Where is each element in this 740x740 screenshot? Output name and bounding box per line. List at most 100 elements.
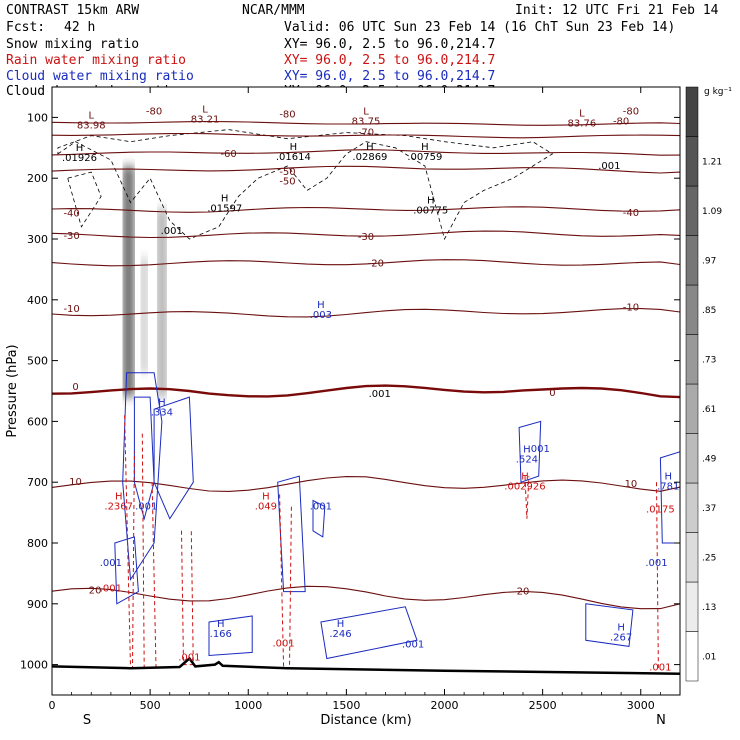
cloud-water-contour-5 xyxy=(312,499,326,538)
colorbar-swatch-4 xyxy=(685,433,699,484)
isotherm-label-20: 20 xyxy=(517,587,530,598)
x-tick-label-2: 1000 xyxy=(234,699,262,712)
extremum-value-8: .01597 xyxy=(207,204,242,215)
y-tick-label-1: 200 xyxy=(27,172,48,185)
y-tick-label-0: 100 xyxy=(27,111,48,124)
isotherm-label-2: -80 xyxy=(623,106,639,117)
y-tick-label-5: 600 xyxy=(27,415,48,428)
colorbar-level-10: 1.21 xyxy=(702,157,722,167)
value-label-3: .001 xyxy=(528,444,550,455)
contour-labels: -80 -80 -80-80-70-60-50-50-40 -40-30 -30-20-… xyxy=(62,104,679,673)
colorbar-swatch-9 xyxy=(685,185,699,236)
y-tick-label-3: 400 xyxy=(27,294,48,307)
y-axis-label: Pressure (hPa) xyxy=(5,344,20,437)
extremum-value-2: 83.75 xyxy=(352,117,381,128)
isotherm--40 xyxy=(51,206,681,213)
isotherm-label-19: 20 xyxy=(89,585,102,596)
cloud-water-contour-1 xyxy=(133,396,155,521)
isotherm-label-12: -20 xyxy=(368,258,384,269)
colorbar-level-2: .25 xyxy=(702,553,716,563)
colorbar-swatch-2 xyxy=(685,532,699,583)
colorbar-swatch-8 xyxy=(685,235,699,286)
colorbar-level-8: .97 xyxy=(702,256,716,266)
y-tick-label-8: 900 xyxy=(27,598,48,611)
colorbar-level-6: .73 xyxy=(702,355,716,365)
isotherm-label-17: 10 xyxy=(69,477,82,488)
colorbar-level-9: 1.09 xyxy=(702,207,722,217)
x-tick-label-1: 500 xyxy=(140,699,161,712)
cloud-water-contour-9 xyxy=(585,603,634,647)
extremum-value-12: .524 xyxy=(516,455,538,466)
colorbar: .01 .13 .25 .37 .49 .61 .73 .85 .97 1.09 1.21 xyxy=(685,86,722,682)
isotherm-label-11: -30 xyxy=(358,232,374,243)
extremum-kind-11: H xyxy=(158,397,166,408)
terrain-line xyxy=(51,656,681,675)
isotherm-label-0: -80 xyxy=(146,106,162,117)
colorbar-swatch-5 xyxy=(685,383,699,434)
extremum-value-1: 83.21 xyxy=(191,114,220,125)
colorbar-swatch-10 xyxy=(685,136,699,187)
rain-contour-5 xyxy=(524,476,530,519)
cloud-ice-outline-2 xyxy=(67,171,102,228)
isotherm-label-15: 0 xyxy=(72,382,78,393)
fcst-label: Fcst: xyxy=(6,20,45,35)
value-label-8: .001 xyxy=(645,558,667,569)
cloud-water-contour-0 xyxy=(122,372,163,582)
snow-shading xyxy=(123,166,166,398)
x-tick-label-0: 0 xyxy=(49,699,56,712)
y-tick-label-6: 700 xyxy=(27,476,48,489)
isotherm-label-4: -70 xyxy=(358,128,374,139)
colorbar-level-0: .01 xyxy=(702,652,716,662)
isotherm--70 xyxy=(51,132,681,139)
cloud-water-contour-8 xyxy=(518,420,542,483)
value-label-7: .001 xyxy=(402,640,424,651)
fcst-value: 42 h xyxy=(64,20,95,35)
extremum-kind-8: H xyxy=(221,194,229,205)
extremum-kind-18: H xyxy=(617,622,625,633)
cloud-water-contour-3 xyxy=(114,536,139,605)
value-label-12: .001 xyxy=(649,663,671,674)
extremum-value-15: .049 xyxy=(255,502,277,513)
snow-plume-2 xyxy=(141,257,148,373)
colorbar-swatch-7 xyxy=(685,284,699,335)
valid-time: Valid: 06 UTC Sun 23 Feb 14 (16 ChT Sun … xyxy=(284,20,675,35)
isotherm-label-18: 10 xyxy=(625,479,638,490)
isotherm-10 xyxy=(51,476,681,492)
extremum-kind-15: H xyxy=(262,492,270,503)
value-label-4: .001 xyxy=(135,502,157,513)
extremum-value-5: .01614 xyxy=(276,152,311,163)
x-tick-label-3: 1500 xyxy=(332,699,360,712)
extremum-kind-13: H xyxy=(521,471,529,482)
isotherm-label-8: -40 xyxy=(63,209,79,220)
extremum-value-9: .00775 xyxy=(413,205,448,216)
x-axis-label: Distance (km) xyxy=(320,713,411,728)
extremum-value-11: .334 xyxy=(151,407,173,418)
colorbar-swatch-0 xyxy=(685,631,699,682)
colorbar-level-3: .37 xyxy=(702,504,716,514)
value-label-0: .001 xyxy=(161,226,183,237)
field-cloudwater-name: Cloud water mixing ratio xyxy=(6,69,194,84)
extremum-kind-3: L xyxy=(579,109,585,120)
extremum-value-6: .02869 xyxy=(352,152,387,163)
colorbar-swatch-1 xyxy=(685,581,699,632)
extremum-kind-1: L xyxy=(202,104,208,115)
x-tick-label-5: 2500 xyxy=(529,699,557,712)
colorbar-level-7: .85 xyxy=(702,306,716,316)
isotherm-label-14: -10 xyxy=(623,303,639,314)
extremum-kind-10: H xyxy=(317,300,325,311)
y-tick-label-7: 800 xyxy=(27,537,48,550)
extremum-value-4: .01926 xyxy=(62,153,97,164)
isotherm-label-3: -80 xyxy=(613,117,629,128)
value-label-10: .001 xyxy=(272,638,294,649)
isotherm-label-9: -40 xyxy=(623,208,639,219)
terrain-surface xyxy=(51,656,681,675)
cloud-ice-contours xyxy=(57,129,554,241)
direction-start: S xyxy=(83,713,91,728)
extremum-value-0: 83.98 xyxy=(77,120,106,131)
field-rain-xy: XY= 96.0, 2.5 to 96.0,214.7 xyxy=(284,53,495,68)
model-title: CONTRAST 15km ARW xyxy=(6,3,139,18)
isotherm--60 xyxy=(51,149,681,156)
extremum-value-10: .003 xyxy=(310,310,332,321)
extremum-value-19: .781 xyxy=(657,481,679,492)
